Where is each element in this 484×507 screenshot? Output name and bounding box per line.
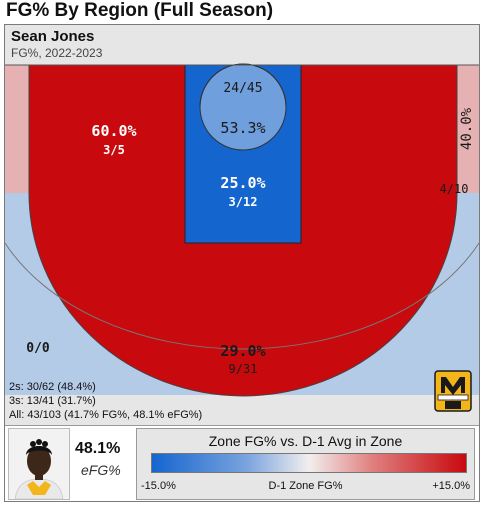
- chart-title: FG% By Region (Full Season): [6, 0, 274, 21]
- three-point-line: [28, 65, 458, 397]
- rim-pct-label: 53.3%: [220, 119, 265, 137]
- top-three-pct-label: 29.0%: [220, 342, 265, 360]
- color-legend: Zone FG% vs. D-1 Avg in Zone -15.0% D-1 …: [136, 428, 475, 500]
- team-logo: [434, 370, 472, 412]
- three-point-zone: [5, 193, 479, 396]
- summary-twos: 2s: 30/62 (48.4%): [9, 381, 96, 393]
- player-avatar-icon: [9, 429, 69, 499]
- right-corner-attempts-label: 4/10: [440, 182, 469, 196]
- efg-value: 48.1%: [75, 440, 121, 457]
- footer-panel: 48.1% eFG% Zone FG% vs. D-1 Avg in Zone …: [5, 425, 479, 501]
- legend-min-label: -15.0%: [141, 480, 176, 492]
- legend-gradient-bar: [151, 453, 467, 473]
- right-corner-midrange-zone: [457, 65, 479, 193]
- legend-title: Zone FG% vs. D-1 Avg in Zone: [208, 433, 403, 449]
- legend-axis-label: D-1 Zone FG%: [268, 480, 343, 492]
- player-name: Sean Jones: [11, 28, 95, 45]
- top-three-attempts-label: 9/31: [229, 362, 258, 376]
- left-corner-three-attempts-label: 0/0: [26, 341, 50, 356]
- player-subtitle: FG%, 2022-2023: [11, 46, 103, 60]
- left-corner-midrange-zone: [5, 65, 29, 193]
- legend-max-label: +15.0%: [432, 480, 470, 492]
- right-corner-pct-label: 40.0%: [459, 107, 475, 150]
- left-mid-attempts-label: 3/5: [103, 143, 125, 157]
- paint-attempts-label: 3/12: [229, 195, 258, 209]
- shot-chart-card: 24/45 53.3% 25.0% 3/12 60.0% 3/5 40.0% 4…: [4, 24, 480, 502]
- summary-all: All: 43/103 (41.7% FG%, 48.1% eFG%): [9, 409, 203, 421]
- court-svg: 24/45 53.3% 25.0% 3/12 60.0% 3/5 40.0% 4…: [5, 63, 479, 412]
- efg-label: eFG%: [81, 462, 121, 478]
- rim-attempts-label: 24/45: [223, 81, 262, 96]
- rim-arc: [199, 63, 287, 108]
- outer-arc: [5, 242, 479, 350]
- summary-threes: 3s: 13/41 (31.7%): [9, 395, 96, 407]
- player-photo: [8, 428, 70, 500]
- left-mid-pct-label: 60.0%: [91, 122, 136, 140]
- paint-pct-label: 25.0%: [220, 174, 265, 192]
